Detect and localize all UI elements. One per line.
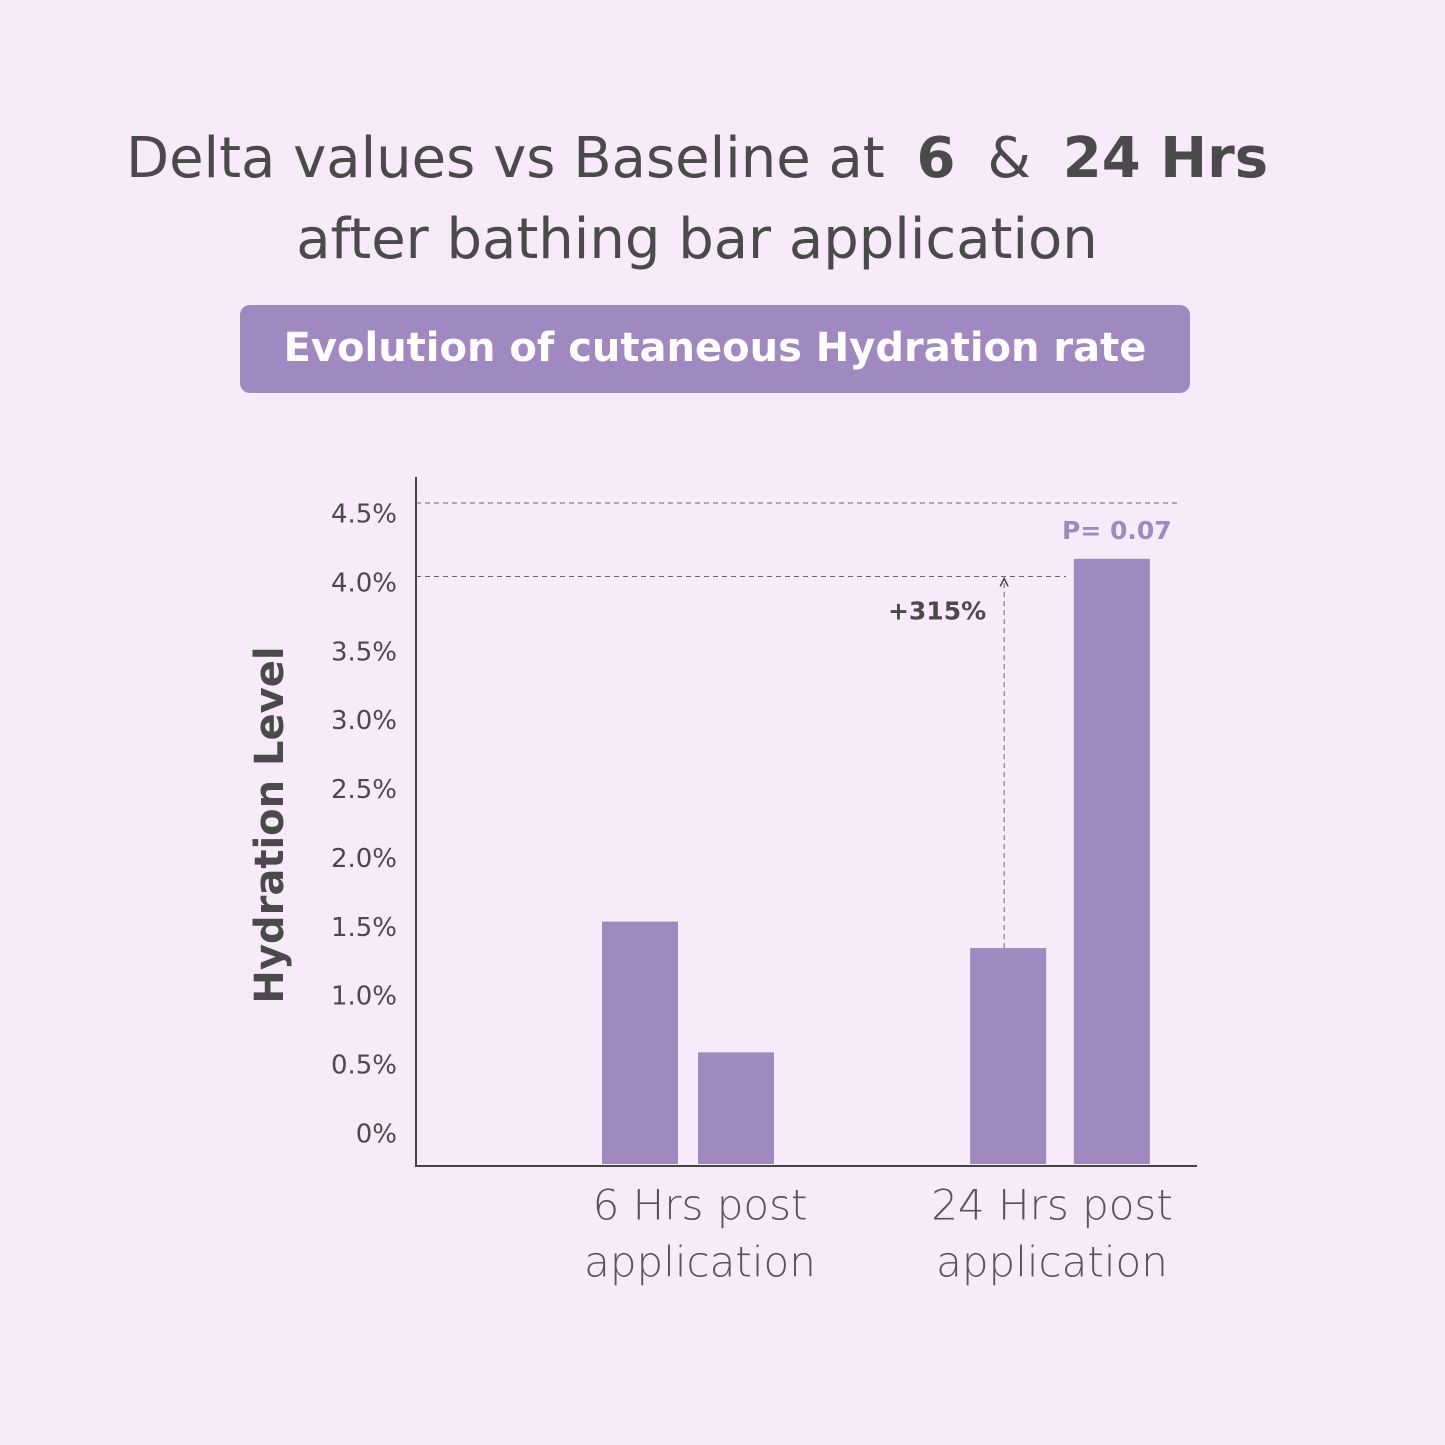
chart-subtitle: Evolution of cutaneous Hydration rate <box>284 325 1147 371</box>
x-tick-label: application <box>936 1238 1168 1287</box>
y-tick-label: 0% <box>356 1120 397 1150</box>
bar <box>970 948 1047 1164</box>
subtitle-box <box>240 305 1190 393</box>
x-tick-label: 6 Hrs post <box>593 1181 808 1230</box>
bar <box>698 1052 774 1164</box>
annotation: P= 0.07 <box>1062 516 1172 545</box>
title-part: Delta values vs Baseline at <box>126 126 885 191</box>
y-tick-label: 3.0% <box>331 706 397 736</box>
chart-title: Delta values vs Baseline at 6 & 24 Hrs <box>126 126 1268 191</box>
y-tick-label: 0.5% <box>331 1051 397 1081</box>
title-part: 24 Hrs <box>1063 126 1268 191</box>
bar <box>1073 558 1150 1164</box>
y-tick-label: 1.5% <box>331 913 397 943</box>
y-axis-label: Hydration Level <box>247 646 293 1003</box>
y-tick-label: 1.0% <box>331 982 397 1012</box>
y-tick-label: 3.5% <box>331 637 397 667</box>
annotation: +315% <box>888 596 986 625</box>
y-tick-label: 2.0% <box>331 844 397 874</box>
y-tick-label: 4.5% <box>331 500 397 530</box>
x-tick-label: application <box>584 1238 816 1287</box>
chart-title: after bathing bar application <box>296 207 1098 272</box>
bar <box>602 921 678 1164</box>
arrow-head <box>999 576 1009 587</box>
title-part: & <box>987 126 1031 191</box>
y-tick-label: 2.5% <box>331 775 397 805</box>
x-tick-label: 24 Hrs post <box>931 1181 1173 1230</box>
title-part: 6 <box>917 126 956 191</box>
y-tick-label: 4.0% <box>331 568 397 598</box>
